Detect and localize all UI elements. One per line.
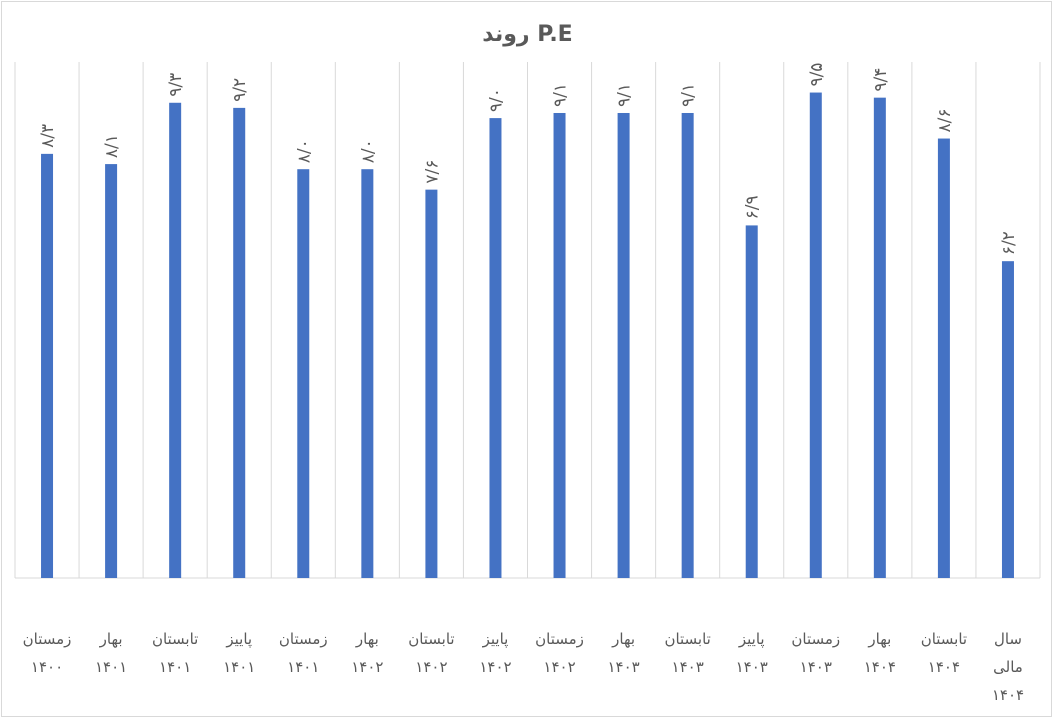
bar — [809, 92, 822, 579]
x-tick-label: ۱۴۰۴ — [928, 658, 960, 676]
chart-title: روند P.E — [482, 22, 573, 47]
x-tick-label: ۱۴۰۲ — [415, 658, 447, 676]
data-label: ۹/۳ — [166, 73, 186, 97]
x-tick-label: بهار — [99, 630, 123, 648]
data-label: ۸/۶ — [935, 109, 955, 133]
x-tick-label: زمستان — [535, 630, 584, 648]
x-tick-label: ۱۴۰۳ — [736, 658, 768, 676]
x-tick-label: تابستان — [664, 630, 710, 648]
data-label: ۹/۰ — [486, 88, 506, 112]
data-label: ۹/۱ — [551, 83, 571, 107]
bar — [233, 107, 246, 578]
x-tick-label: ۱۴۰۱ — [223, 658, 255, 676]
bar — [489, 118, 502, 578]
x-tick-label: ۱۴۰۳ — [800, 658, 832, 676]
x-tick-label: ۱۴۰۲ — [543, 658, 575, 676]
data-label: ۹/۱ — [615, 83, 635, 107]
x-tick-label: ۱۴۰۲ — [351, 658, 383, 676]
x-tick-label: زمستان — [279, 630, 328, 648]
x-tick-label: ۱۴۰۱ — [159, 658, 191, 676]
x-tick-label: تابستان — [152, 630, 198, 648]
bar — [553, 112, 566, 579]
x-tick-label: مالی — [993, 658, 1023, 676]
data-label: ۸/۰ — [294, 139, 314, 163]
x-tick-label: ۱۴۰۳ — [672, 658, 704, 676]
bar — [873, 97, 886, 578]
x-tick-label: ۱۴۰۴ — [992, 686, 1024, 704]
data-label: ۸/۰ — [358, 139, 378, 163]
data-label: ۶/۲ — [999, 231, 1019, 255]
data-label: ۹/۵ — [807, 63, 827, 87]
bar — [617, 112, 630, 579]
x-tick-label: ۱۴۰۲ — [479, 658, 511, 676]
x-tick-label: زمستان — [23, 630, 72, 648]
x-tick-label: ۱۴۰۱ — [95, 658, 127, 676]
x-tick-label: پاییز — [738, 630, 765, 649]
data-label: ۶/۹ — [743, 195, 763, 219]
data-label: ۹/۴ — [871, 68, 891, 92]
x-tick-label: ۱۴۰۳ — [607, 658, 639, 676]
bar — [297, 169, 310, 578]
x-tick-label: ۱۴۰۰ — [31, 658, 63, 676]
x-tick-label: زمستان — [791, 630, 840, 648]
x-tick-label: پاییز — [225, 630, 252, 649]
bar — [425, 189, 438, 578]
bar — [361, 169, 374, 578]
x-tick-label: تابستان — [408, 630, 454, 648]
bar — [937, 138, 950, 579]
x-tick-label: تابستان — [921, 630, 967, 648]
data-label: ۹/۱ — [679, 83, 699, 107]
bar — [169, 102, 182, 579]
data-label: ۸/۳ — [38, 124, 58, 148]
x-tick-label: بهار — [611, 630, 635, 648]
bar — [105, 164, 118, 578]
x-tick-label: ۱۴۰۱ — [287, 658, 319, 676]
x-tick-label: بهار — [355, 630, 379, 648]
data-label: ۹/۲ — [230, 78, 250, 102]
bar — [1001, 261, 1014, 578]
x-tick-label: سال — [994, 630, 1022, 648]
bar — [745, 225, 758, 578]
bar — [681, 112, 694, 579]
x-tick-label: بهار — [867, 630, 891, 648]
x-tick-label: پاییز — [482, 630, 509, 649]
x-tick-label: ۱۴۰۴ — [864, 658, 896, 676]
data-label: ۷/۶ — [422, 160, 442, 184]
bar — [41, 153, 54, 578]
data-label: ۸/۱ — [102, 134, 122, 158]
